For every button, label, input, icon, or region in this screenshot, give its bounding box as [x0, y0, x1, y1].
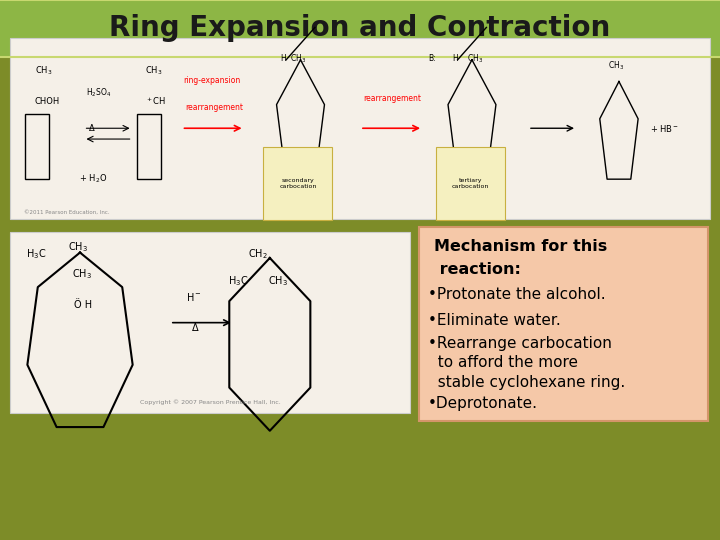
Text: •Protonate the alcohol.: •Protonate the alcohol.: [428, 287, 606, 302]
Text: H$_2$SO$_4$: H$_2$SO$_4$: [86, 87, 111, 99]
Text: + H$_2$O: + H$_2$O: [78, 173, 107, 185]
Text: Mechanism for this: Mechanism for this: [433, 239, 607, 254]
Text: H  CH$_3$: H CH$_3$: [279, 52, 306, 65]
Text: ©2011 Pearson Education, Inc.: ©2011 Pearson Education, Inc.: [24, 210, 109, 214]
Text: H$_3$C: H$_3$C: [228, 274, 248, 288]
Text: •Eliminate water.: •Eliminate water.: [428, 313, 560, 328]
Text: tertiary
carbocation: tertiary carbocation: [452, 178, 490, 189]
Bar: [419, 227, 708, 421]
Text: CH$_2$: CH$_2$: [248, 247, 268, 261]
Text: to afford the more: to afford the more: [428, 355, 577, 370]
Text: reaction:: reaction:: [433, 262, 521, 277]
Text: Copyright © 2007 Pearson Prentice Hall, Inc.: Copyright © 2007 Pearson Prentice Hall, …: [140, 400, 280, 405]
FancyBboxPatch shape: [264, 147, 333, 220]
Text: CH$_3$: CH$_3$: [268, 274, 288, 288]
Text: H$^-$: H$^-$: [186, 291, 202, 303]
Text: CH$_3$: CH$_3$: [72, 267, 92, 281]
Text: CH$_3$: CH$_3$: [68, 240, 88, 254]
Text: CH$_3$: CH$_3$: [35, 64, 52, 77]
Text: $^+$CH: $^+$CH: [145, 95, 166, 107]
Text: + HB$^-$: + HB$^-$: [650, 123, 680, 134]
Text: CH$_3$: CH$_3$: [145, 64, 163, 77]
Text: Δ: Δ: [192, 323, 199, 333]
Text: B:: B:: [428, 55, 436, 63]
Text: rearrangement: rearrangement: [185, 103, 243, 112]
Bar: [10, 232, 410, 413]
Bar: [138, 114, 161, 179]
Text: H$_3$C: H$_3$C: [26, 247, 46, 261]
Text: CHOH: CHOH: [35, 97, 60, 106]
Text: •Deprotonate.: •Deprotonate.: [428, 396, 538, 411]
Bar: [10, 38, 710, 219]
Text: ring-expansion: ring-expansion: [184, 76, 241, 85]
Text: Ring Expansion and Contraction: Ring Expansion and Contraction: [109, 15, 611, 42]
FancyBboxPatch shape: [436, 147, 505, 220]
Text: stable cyclohexane ring.: stable cyclohexane ring.: [428, 375, 625, 390]
Bar: [25, 114, 49, 179]
Text: CH$_3$: CH$_3$: [608, 59, 625, 72]
Text: H    CH$_3$: H CH$_3$: [452, 52, 484, 65]
Text: Ö H: Ö H: [74, 300, 92, 309]
Text: Δ: Δ: [89, 124, 95, 133]
Text: secondary
carbocation: secondary carbocation: [279, 178, 317, 189]
Text: rearrangement: rearrangement: [363, 94, 420, 103]
Text: •Rearrange carbocation: •Rearrange carbocation: [428, 336, 611, 351]
Bar: [0, 0, 720, 57]
